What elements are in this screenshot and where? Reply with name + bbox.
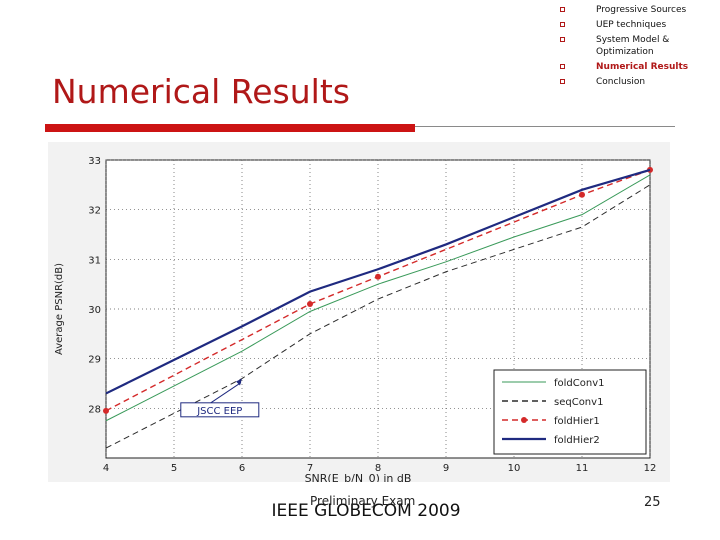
psnr-line-chart: 4 5 6 7 8 9 10 11 12 28 29 30 31 32 33 SNR(E_b/N_0) in … (48, 142, 670, 485)
x-tick-label: 4 (103, 463, 109, 474)
agenda-item-label: UEP techniques (596, 20, 667, 30)
legend-label-seqConv1: seqConv1 (554, 397, 603, 408)
x-tick-label: 12 (644, 463, 657, 474)
agenda-item-label: System Model & Optimization (596, 35, 670, 57)
data-point-foldHier1 (375, 273, 381, 280)
legend-label-foldHier1: foldHier1 (554, 416, 600, 427)
slide-title: Numerical Results (52, 72, 350, 111)
agenda-item-label: Progressive Sources (596, 5, 687, 15)
x-tick-label: 7 (307, 463, 313, 474)
series-line-foldConv1 (105, 174, 651, 422)
title-accent-bar (45, 124, 415, 132)
agenda-item-conclusion[interactable]: Conclusion (560, 76, 720, 88)
annotation-box (180, 402, 260, 418)
agenda-item-label: Numerical Results (596, 62, 689, 72)
square-bullet-icon (560, 37, 565, 42)
footer-overlay-text: Preliminary Exam (310, 494, 416, 508)
series-line-foldHier2 (105, 168, 651, 395)
x-tick-label: 10 (508, 463, 521, 474)
data-point-foldHier1 (307, 301, 313, 308)
agenda-list: Progressive Sources UEP techniques Syste… (560, 4, 720, 91)
y-tick-label: 28 (88, 404, 101, 415)
psnr-chart: 4 5 6 7 8 9 10 11 12 28 29 30 31 32 33 SNR(E_b/N_0) in … (48, 142, 670, 486)
agenda-item-label: Conclusion (596, 77, 646, 87)
y-axis-label: Average PSNR(dB) (54, 263, 65, 355)
legend-marker-foldHier1 (521, 417, 527, 423)
y-tick-label: 32 (88, 206, 101, 217)
square-bullet-icon (560, 7, 565, 12)
annotation-arrowhead (236, 378, 242, 386)
y-tick-label: 33 (88, 156, 101, 167)
title-divider-line (415, 126, 675, 127)
agenda-item-progressive-sources[interactable]: Progressive Sources (560, 4, 720, 16)
square-bullet-icon (560, 22, 565, 27)
series-line-seqConv1 (105, 184, 651, 449)
agenda-item-numerical-results[interactable]: Numerical Results (560, 61, 720, 73)
x-tick-label: 9 (443, 463, 449, 474)
y-tick-label: 30 (88, 305, 101, 316)
y-tick-label: 29 (88, 355, 101, 366)
x-tick-label: 6 (239, 463, 245, 474)
legend-label-foldConv1: foldConv1 (554, 378, 604, 389)
x-tick-label: 11 (576, 463, 589, 474)
agenda-item-uep-techniques[interactable]: UEP techniques (560, 19, 720, 31)
y-tick-label: 31 (88, 255, 101, 266)
square-bullet-icon (560, 64, 565, 69)
agenda-item-system-model[interactable]: System Model & Optimization (560, 34, 720, 58)
x-tick-label: 8 (375, 463, 381, 474)
footer-conference: IEEE GLOBECOM 2009 (255, 499, 477, 523)
square-bullet-icon (560, 79, 565, 84)
page-number: 25 (644, 495, 661, 510)
annotation-label: JSCC EEP (196, 406, 242, 417)
x-tick-label: 5 (171, 463, 177, 474)
legend-label-foldHier2: foldHier2 (554, 435, 600, 446)
data-point-foldHier1 (579, 191, 585, 198)
data-point-foldHier1 (103, 407, 109, 414)
annotation-arrow (210, 382, 242, 404)
x-axis-label: SNR(E_b/N_0) in dB (305, 472, 412, 482)
